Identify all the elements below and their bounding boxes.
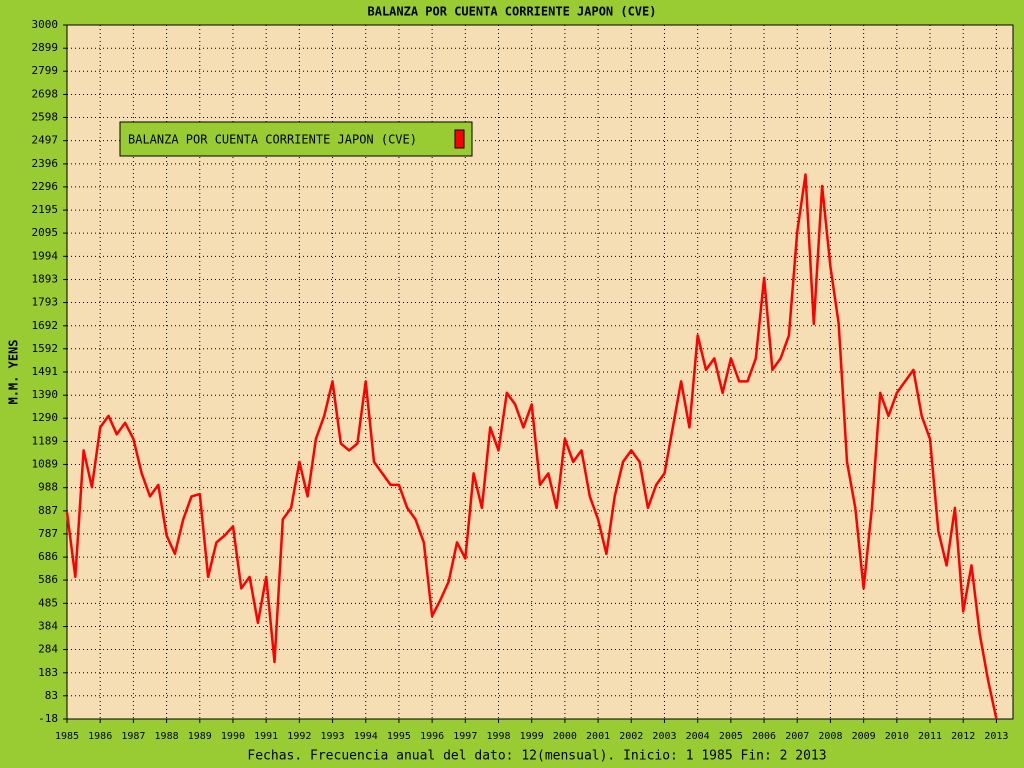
y-tick-label: 2296 (32, 180, 59, 193)
x-tick-label: 2012 (951, 731, 975, 742)
y-tick-label: 183 (38, 666, 58, 679)
x-tick-label: 1990 (221, 731, 245, 742)
y-tick-label: 1692 (32, 319, 59, 332)
y-tick-label: 887 (38, 504, 58, 517)
x-tick-label: 2011 (918, 731, 942, 742)
x-axis-label: Fechas. Frecuencia anual del dato: 12(me… (247, 749, 826, 764)
y-tick-label: 2598 (32, 110, 59, 123)
x-tick-label: 1986 (88, 731, 112, 742)
x-tick-label: 1988 (155, 731, 179, 742)
legend-box (119, 121, 473, 157)
x-tick-label: 1987 (121, 731, 145, 742)
x-tick-label: 2008 (818, 731, 842, 742)
x-tick-label: 2002 (619, 731, 643, 742)
y-tick-label: 2698 (32, 87, 59, 100)
y-tick-label: 1793 (32, 296, 59, 309)
legend-swatch (454, 129, 465, 149)
x-tick-label: 2000 (553, 731, 577, 742)
y-tick-label: 2396 (32, 157, 59, 170)
x-tick-label: 1996 (420, 731, 444, 742)
x-tick-label: 2001 (586, 731, 610, 742)
data-line (65, 173, 998, 720)
y-tick-label: 686 (38, 550, 58, 563)
y-tick-label: 1592 (32, 342, 59, 355)
y-tick-label: 1390 (32, 388, 59, 401)
y-tick-label: 2195 (32, 203, 59, 216)
grid (63, 24, 1013, 723)
x-tick-label: 1994 (354, 731, 378, 742)
y-tick-label: 1893 (32, 273, 59, 286)
x-tick-label: 1993 (320, 731, 344, 742)
y-tick-label: 1189 (32, 434, 59, 447)
y-tick-label: 787 (38, 527, 58, 540)
y-tick-label: 384 (38, 620, 58, 633)
x-tick-label: 2005 (719, 731, 743, 742)
y-tick-label: 1089 (32, 457, 59, 470)
marks (65, 173, 998, 720)
y-tick-label: 988 (38, 481, 58, 494)
y-tick-label: 83 (45, 689, 58, 702)
x-tick-label: 2003 (652, 731, 676, 742)
y-tick-label: 1994 (32, 249, 59, 262)
y-tick-label: 1290 (32, 411, 59, 424)
y-tick-label: -18 (38, 712, 58, 725)
chart-title: BALANZA POR CUENTA CORRIENTE JAPON (CVE) (368, 5, 657, 19)
y-axis-label: M.M. YENS (7, 339, 21, 404)
x-tick-label: 2007 (785, 731, 809, 742)
y-tick-label: 1491 (32, 365, 59, 378)
y-tick-label: 485 (38, 596, 58, 609)
y-tick-label: 2799 (32, 64, 59, 77)
y-tick-label: 2899 (32, 41, 59, 54)
y-tick-label: 2497 (32, 134, 59, 147)
x-tick-label: 1995 (387, 731, 411, 742)
y-tick-label: 3000 (32, 18, 59, 31)
x-tick-label: 1998 (486, 731, 510, 742)
y-tick-label: 586 (38, 573, 58, 586)
x-tick-label: 1989 (188, 731, 212, 742)
x-tick-label: 1991 (254, 731, 278, 742)
y-tick-label: 284 (38, 643, 58, 656)
legend-label: BALANZA POR CUENTA CORRIENTE JAPON (CVE) (128, 133, 417, 147)
y-tick-label: 2095 (32, 226, 59, 239)
x-tick-label: 1985 (55, 731, 79, 742)
x-tick-label: 2010 (885, 731, 909, 742)
x-tick-label: 2004 (686, 731, 710, 742)
x-tick-label: 1999 (520, 731, 544, 742)
x-tick-label: 2009 (852, 731, 876, 742)
legend: BALANZA POR CUENTA CORRIENTE JAPON (CVE) (119, 121, 473, 157)
x-tick-label: 2013 (984, 731, 1008, 742)
x-tick-label: 1992 (287, 731, 311, 742)
x-tick-label: 1997 (453, 731, 477, 742)
x-tick-label: 2006 (752, 731, 776, 742)
